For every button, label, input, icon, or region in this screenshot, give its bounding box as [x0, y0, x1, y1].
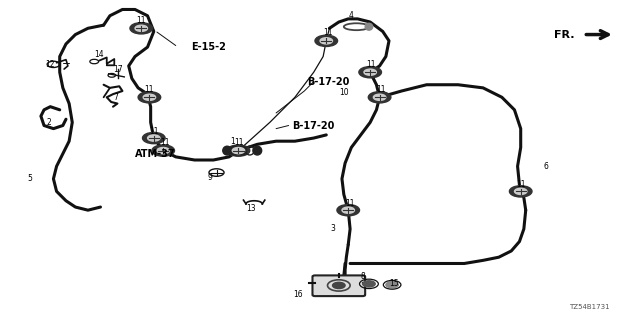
Text: 4: 4: [349, 11, 354, 20]
Circle shape: [232, 148, 244, 154]
Text: 7: 7: [114, 93, 118, 102]
Text: 11: 11: [516, 180, 525, 189]
Circle shape: [333, 282, 345, 289]
Text: 11: 11: [149, 127, 159, 136]
Text: 11: 11: [367, 60, 376, 69]
Text: TZ54B1731: TZ54B1731: [570, 304, 610, 310]
Circle shape: [363, 281, 375, 287]
Text: 13: 13: [246, 204, 256, 213]
Circle shape: [342, 207, 355, 213]
Text: 11: 11: [160, 138, 169, 147]
Text: 1: 1: [230, 137, 235, 146]
Circle shape: [364, 69, 376, 75]
Text: B-17-20: B-17-20: [307, 76, 350, 87]
Text: B-17-20: B-17-20: [292, 121, 334, 131]
Text: ATM-37: ATM-37: [135, 149, 175, 159]
Text: 5: 5: [28, 174, 33, 183]
Circle shape: [337, 204, 360, 216]
Circle shape: [148, 135, 160, 141]
Circle shape: [515, 188, 527, 195]
Text: 11: 11: [234, 138, 243, 147]
Circle shape: [138, 92, 161, 103]
FancyBboxPatch shape: [312, 276, 365, 296]
Circle shape: [320, 38, 333, 44]
Circle shape: [135, 25, 147, 31]
Ellipse shape: [223, 146, 232, 155]
Circle shape: [130, 23, 152, 34]
Text: 15: 15: [389, 279, 399, 288]
Text: 14: 14: [95, 51, 104, 60]
Circle shape: [386, 282, 398, 288]
Circle shape: [368, 92, 391, 103]
Text: 12: 12: [45, 60, 55, 69]
Text: 6: 6: [543, 162, 548, 171]
Ellipse shape: [253, 146, 262, 155]
Text: 9: 9: [208, 173, 212, 182]
Text: E-15-2: E-15-2: [191, 42, 227, 52]
Text: 10: 10: [339, 88, 349, 97]
Ellipse shape: [365, 23, 372, 30]
Circle shape: [509, 186, 532, 197]
Text: 3: 3: [330, 225, 335, 234]
Text: 11: 11: [323, 28, 332, 37]
Circle shape: [315, 35, 337, 46]
Circle shape: [143, 132, 165, 144]
Circle shape: [227, 145, 250, 156]
Circle shape: [373, 94, 386, 100]
Text: 16: 16: [293, 290, 303, 299]
Circle shape: [143, 94, 156, 100]
Text: 17: 17: [113, 65, 123, 74]
Text: 11: 11: [136, 16, 146, 25]
Text: 11: 11: [376, 85, 385, 94]
Circle shape: [152, 145, 175, 156]
Circle shape: [359, 67, 381, 78]
Ellipse shape: [238, 146, 246, 155]
Text: 11: 11: [346, 199, 355, 208]
Circle shape: [157, 148, 170, 154]
Text: 8: 8: [360, 272, 365, 281]
Text: 2: 2: [46, 118, 51, 127]
Text: FR.: FR.: [554, 29, 574, 40]
Text: 11: 11: [145, 85, 154, 94]
